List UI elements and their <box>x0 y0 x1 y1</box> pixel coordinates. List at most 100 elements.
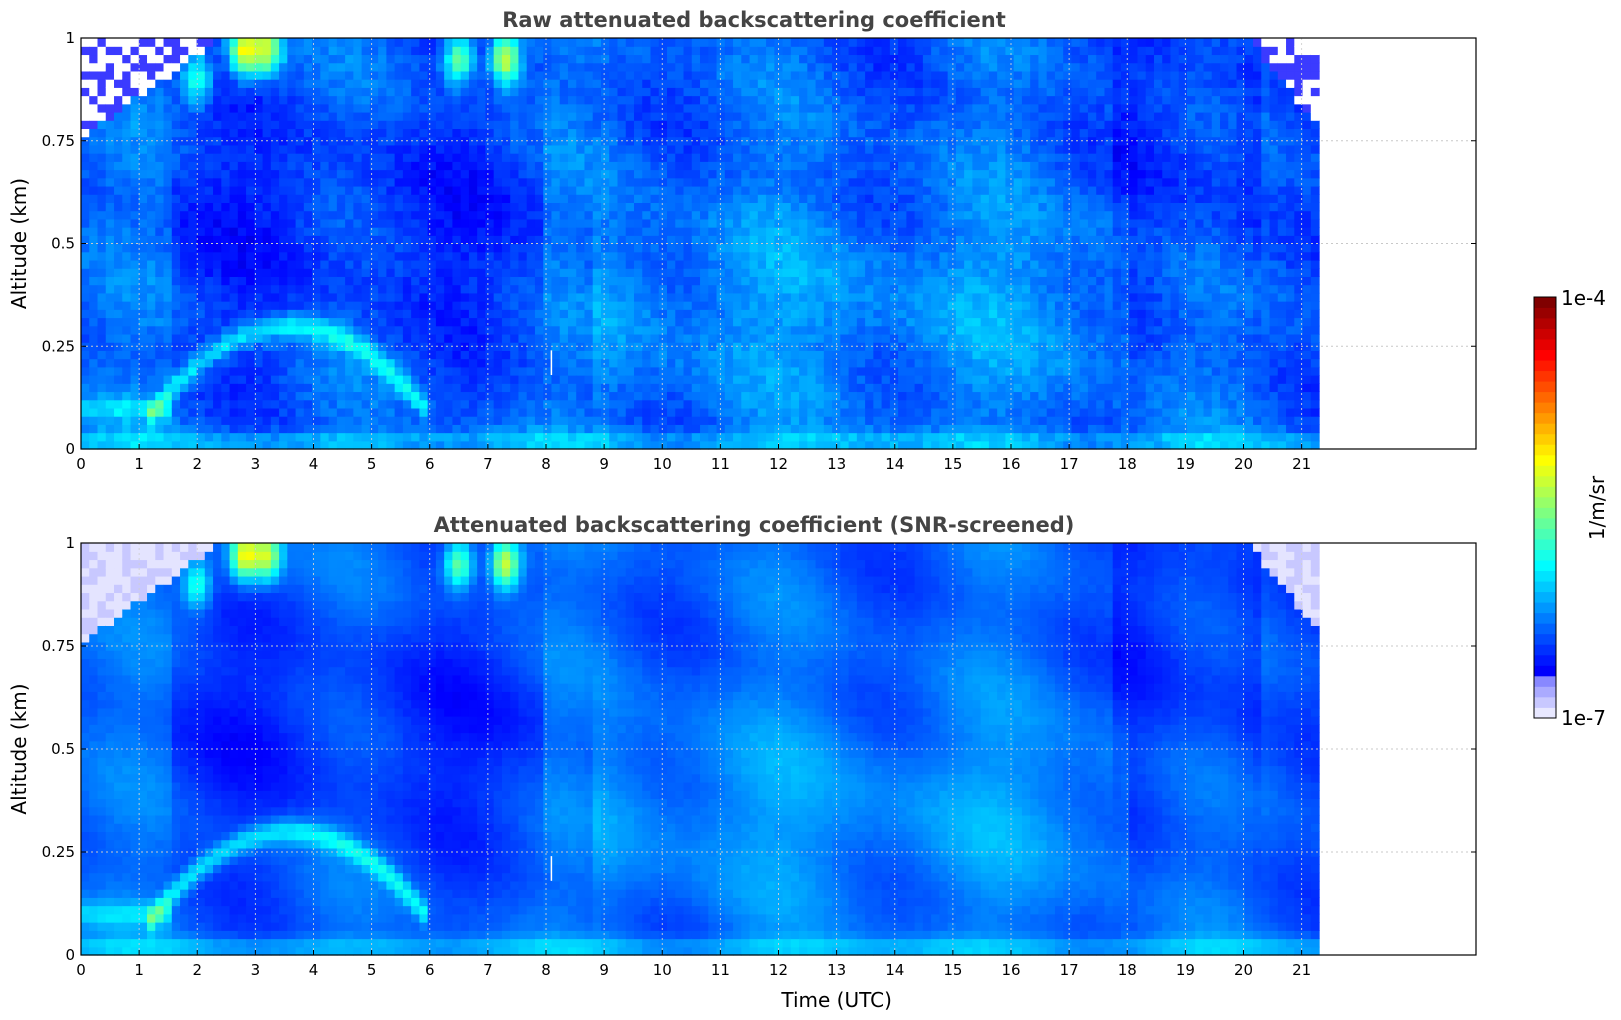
heatmap-cell <box>551 235 560 244</box>
heatmap-cell <box>824 71 833 80</box>
heatmap-cell <box>337 54 346 63</box>
heatmap-cell <box>675 441 684 450</box>
heatmap-cell <box>840 408 849 417</box>
heatmap-cell <box>419 309 428 318</box>
heatmap-cell <box>543 219 552 228</box>
heatmap-cell <box>626 112 635 121</box>
heatmap-cell <box>642 383 651 392</box>
heatmap-cell <box>172 317 181 326</box>
heatmap-cell <box>436 260 445 269</box>
heatmap-cell <box>816 46 825 55</box>
heatmap-cell <box>584 112 593 121</box>
heatmap-cell <box>81 120 90 129</box>
heatmap-cell <box>419 170 428 179</box>
heatmap-cell <box>395 120 404 129</box>
heatmap-cell <box>436 317 445 326</box>
heatmap-cell <box>560 326 569 335</box>
heatmap-cell <box>717 120 726 129</box>
heatmap-cell <box>362 367 371 376</box>
heatmap-cell <box>717 276 726 285</box>
heatmap-cell <box>246 400 255 409</box>
heatmap-cell <box>865 433 874 442</box>
heatmap-cell <box>816 326 825 335</box>
heatmap-cell <box>692 252 701 261</box>
heatmap-cell <box>626 301 635 310</box>
heatmap-cell <box>436 252 445 261</box>
heatmap-cell <box>122 375 131 384</box>
heatmap-cell <box>98 433 107 442</box>
heatmap-cell <box>452 317 461 326</box>
heatmap-cell <box>543 46 552 55</box>
heatmap-cell <box>122 145 131 154</box>
heatmap-cell <box>882 211 891 220</box>
heatmap-cell <box>708 178 717 187</box>
heatmap-cell <box>502 391 511 400</box>
heatmap-cell <box>461 63 470 72</box>
heatmap-cell <box>535 276 544 285</box>
heatmap-cell <box>263 186 272 195</box>
heatmap-cell <box>180 186 189 195</box>
heatmap-cell <box>700 211 709 220</box>
heatmap-cell <box>205 359 214 368</box>
heatmap-cell <box>725 71 734 80</box>
heatmap-cell <box>634 441 643 450</box>
heatmap-cell <box>518 128 527 137</box>
heatmap-cell <box>197 276 206 285</box>
heatmap-cell <box>510 268 519 277</box>
heatmap-cell <box>750 128 759 137</box>
heatmap-cell <box>725 219 734 228</box>
heatmap-cell <box>114 46 123 55</box>
heatmap-cell <box>279 46 288 55</box>
heatmap-cell <box>692 79 701 88</box>
heatmap-cell <box>238 260 247 269</box>
heatmap-cell <box>238 367 247 376</box>
heatmap-cell <box>667 301 676 310</box>
heatmap-cell <box>584 219 593 228</box>
heatmap-cell <box>684 235 693 244</box>
heatmap-cell <box>816 104 825 113</box>
heatmap-cell <box>81 186 90 195</box>
heatmap-cell <box>708 211 717 220</box>
heatmap-cell <box>617 383 626 392</box>
heatmap-cell <box>164 408 173 417</box>
heatmap-cell <box>469 350 478 359</box>
heatmap-cell <box>750 309 759 318</box>
heatmap-cell <box>560 227 569 236</box>
heatmap-cell <box>477 219 486 228</box>
heatmap-cell <box>543 161 552 170</box>
heatmap-cell <box>684 375 693 384</box>
heatmap-cell <box>675 54 684 63</box>
heatmap-cell <box>741 276 750 285</box>
heatmap-cell <box>708 235 717 244</box>
heatmap-cell <box>725 375 734 384</box>
heatmap-cell <box>824 276 833 285</box>
heatmap-cell <box>642 424 651 433</box>
heatmap-cell <box>741 112 750 121</box>
heatmap-cell <box>733 202 742 211</box>
heatmap-cell <box>213 326 222 335</box>
heatmap-cell <box>840 128 849 137</box>
heatmap-cell <box>98 145 107 154</box>
heatmap-cell <box>568 326 577 335</box>
heatmap-cell <box>758 54 767 63</box>
heatmap-cell <box>560 260 569 269</box>
heatmap-cell <box>651 63 660 72</box>
heatmap-cell <box>230 416 239 425</box>
heatmap-cell <box>799 46 808 55</box>
heatmap-cell <box>535 178 544 187</box>
heatmap-cell <box>81 391 90 400</box>
heatmap-cell <box>634 391 643 400</box>
heatmap-cell <box>147 276 156 285</box>
heatmap-cell <box>419 104 428 113</box>
heatmap-cell <box>725 38 734 47</box>
heatmap-cell <box>651 120 660 129</box>
heatmap-cell <box>551 170 560 179</box>
heatmap-cell <box>246 441 255 450</box>
heatmap-cell <box>477 104 486 113</box>
heatmap-cell <box>197 145 206 154</box>
heatmap-cell <box>81 178 90 187</box>
heatmap-cell <box>320 112 329 121</box>
heatmap-cell <box>535 408 544 417</box>
heatmap-cell <box>444 441 453 450</box>
heatmap-cell <box>667 367 676 376</box>
